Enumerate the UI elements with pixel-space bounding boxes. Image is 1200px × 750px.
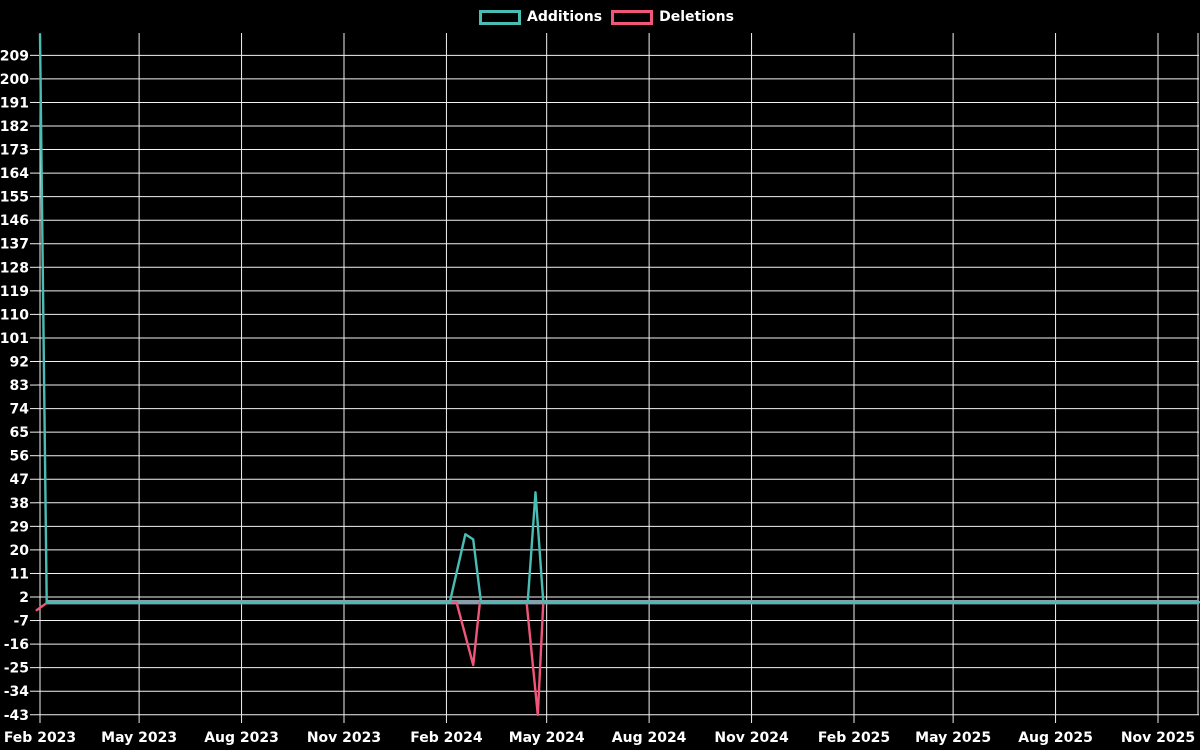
x-axis-tick-label: Nov 2024 xyxy=(714,730,789,746)
y-axis-tick-label: 11 xyxy=(10,566,29,582)
y-axis-tick-label: -43 xyxy=(4,708,29,724)
y-axis-tick-label: 101 xyxy=(0,331,29,347)
y-axis-tick-label: -25 xyxy=(4,661,29,677)
y-axis-tick-label: 38 xyxy=(10,496,29,512)
y-axis-tick-label: 83 xyxy=(10,378,29,394)
y-axis-tick-label: 191 xyxy=(0,95,29,111)
y-axis-tick-label: 155 xyxy=(0,190,29,206)
legend-item-deletions[interactable]: Deletions xyxy=(611,9,734,25)
y-axis-tick-label: 47 xyxy=(10,472,29,488)
x-axis-tick-label: Aug 2025 xyxy=(1018,730,1093,746)
additions-line xyxy=(38,33,1200,604)
deletions-swatch-icon xyxy=(611,9,654,25)
y-axis-tick-label: 2 xyxy=(19,590,29,606)
y-axis-tick-label: 74 xyxy=(10,402,30,418)
y-axis-tick-label: 164 xyxy=(0,166,29,182)
chart-legend: Additions Deletions xyxy=(479,9,734,25)
x-axis-tick-label: Nov 2023 xyxy=(307,730,381,746)
y-axis-tick-label: 146 xyxy=(0,213,29,229)
y-axis-tick-label: 209 xyxy=(0,48,29,64)
y-axis-tick-label: 128 xyxy=(0,260,29,276)
y-axis-tick-label: 137 xyxy=(0,237,29,253)
x-axis-tick-label: Nov 2025 xyxy=(1121,730,1195,746)
y-axis-tick-label: -7 xyxy=(13,614,29,630)
x-axis-tick-label: Aug 2023 xyxy=(204,730,279,746)
x-axis-tick-label: Feb 2024 xyxy=(410,730,483,746)
x-axis-tick-label: Aug 2024 xyxy=(612,730,687,746)
x-axis-tick-label: May 2024 xyxy=(509,730,585,746)
x-axis-tick-label: Feb 2023 xyxy=(4,730,76,746)
legend-label-additions: Additions xyxy=(527,9,603,25)
y-axis-tick-label: 173 xyxy=(0,143,29,159)
legend-item-additions[interactable]: Additions xyxy=(479,9,602,25)
x-axis-tick-label: May 2023 xyxy=(101,730,177,746)
y-axis-tick-label: 119 xyxy=(0,284,29,300)
legend-label-deletions: Deletions xyxy=(659,9,734,25)
y-axis-tick-label: 29 xyxy=(10,519,29,535)
y-axis-tick-label: 20 xyxy=(10,543,30,559)
x-axis-tick-label: May 2025 xyxy=(915,730,991,746)
y-axis-tick-label: 56 xyxy=(10,449,29,465)
additions-swatch-icon xyxy=(479,9,521,25)
y-axis-tick-label: 65 xyxy=(10,425,29,441)
x-axis-tick-label: Feb 2025 xyxy=(818,730,890,746)
y-axis-tick-label: 182 xyxy=(0,119,29,135)
y-axis-tick-label: 92 xyxy=(10,354,29,370)
y-axis-tick-label: -34 xyxy=(4,684,30,700)
y-axis-tick-label: 110 xyxy=(0,307,29,323)
y-axis-tick-label: -16 xyxy=(4,637,29,653)
deletions-line xyxy=(35,601,1200,716)
y-axis-tick-label: 200 xyxy=(0,72,29,88)
